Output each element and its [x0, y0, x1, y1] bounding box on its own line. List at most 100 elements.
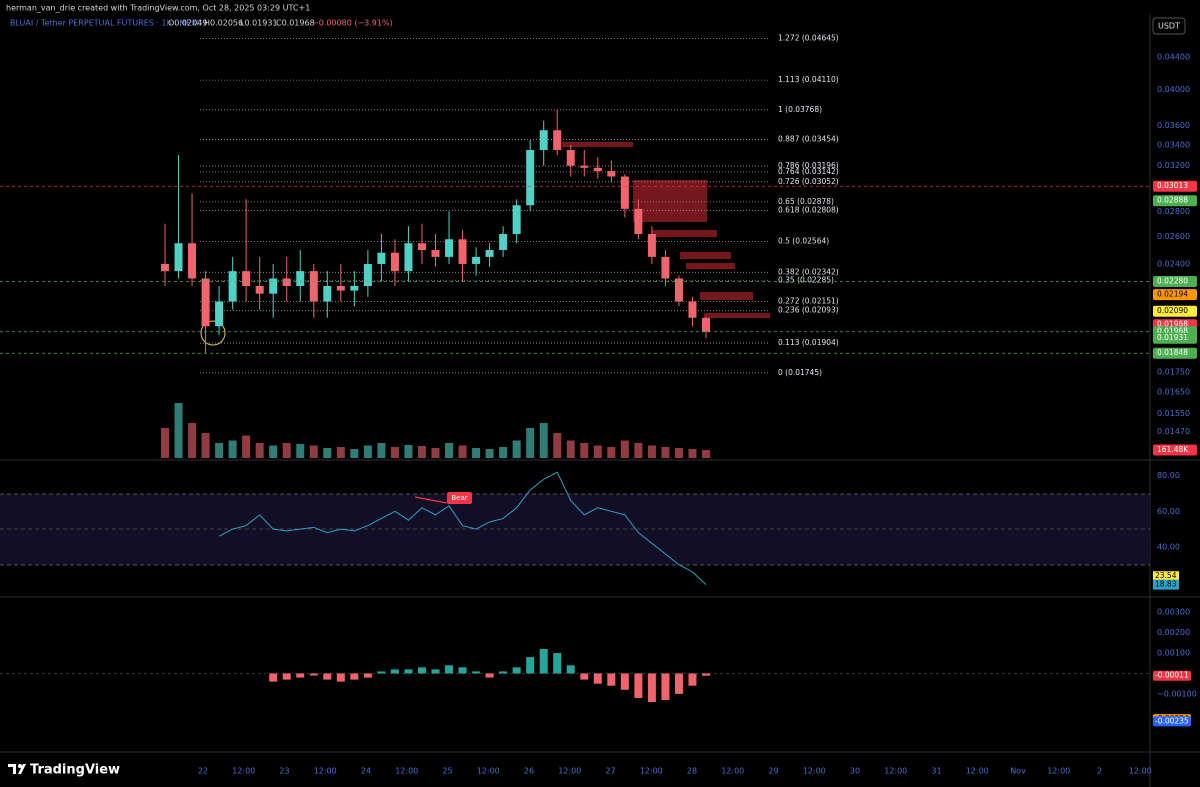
macd-bar [458, 667, 467, 674]
volume-bar [553, 433, 562, 458]
x-tick-label: 2 [1097, 767, 1102, 776]
symbol: BLUAI / Tether PERPETUAL FUTURES · 1h · … [10, 19, 202, 28]
x-tick-label: 12:00 [477, 767, 500, 776]
order-block [633, 180, 707, 222]
macd-tick-label: 0.00200 [1157, 628, 1190, 637]
candle-body [431, 249, 440, 257]
fib-label: 0.786 (0.03196) [778, 161, 839, 170]
y-tick-label: 0.02800 [1157, 207, 1190, 216]
divergence-line [414, 496, 448, 504]
currency-box[interactable] [1152, 17, 1186, 35]
candle-body [255, 285, 264, 294]
x-tick-label: 12:00 [395, 767, 418, 776]
volume-bar [499, 447, 508, 458]
fib-label: 0.236 (0.02093) [778, 306, 839, 315]
order-block [704, 313, 770, 318]
x-tick-label: 24 [361, 767, 371, 776]
candle-body [296, 271, 305, 286]
candle-body [485, 249, 494, 257]
candle-body [634, 208, 643, 234]
price-tag-box [1153, 305, 1197, 317]
logo-dot [18, 764, 22, 768]
order-block [700, 292, 753, 300]
macd-bar [323, 673, 332, 680]
y-tick-label: 0.01470 [1157, 427, 1190, 436]
rsi-tag-box [1153, 571, 1179, 582]
macd-bar [390, 669, 399, 674]
price-tag-box [1153, 332, 1197, 344]
ohlc-close: C0.01968 [276, 19, 315, 28]
highlight-circle [200, 320, 226, 346]
volume-bar [580, 443, 589, 458]
volume-bar [485, 449, 494, 458]
candle-body [674, 278, 683, 302]
candle-body [661, 256, 670, 279]
candle-body [323, 285, 332, 302]
x-tick-label: 12:00 [803, 767, 826, 776]
fib-label: 0.35 (0.02285) [778, 276, 834, 285]
macd-bar [363, 673, 372, 678]
candle-body [404, 243, 413, 272]
price-tag: 0.02280 [1157, 276, 1188, 285]
candle-body [417, 243, 426, 250]
candle-body [539, 130, 548, 151]
volume-bar [512, 440, 521, 458]
y-tick-label: 0.02600 [1157, 232, 1190, 241]
volume-bar [472, 448, 481, 458]
y-tick-label: 0.01550 [1157, 409, 1190, 418]
candle-body [620, 176, 629, 209]
volume-bar [445, 443, 454, 458]
currency[interactable]: USDT [1158, 22, 1180, 31]
macd-bar [553, 653, 562, 674]
credit: herman_van_drie created with TradingView… [6, 4, 310, 13]
macd-bar [620, 673, 629, 690]
rsi-tag: 18.83 [1155, 580, 1177, 589]
fib-label: 1 (0.03768) [778, 105, 822, 114]
candle-body [688, 301, 697, 318]
logo-mark [8, 764, 26, 774]
ohlc-change: −0.00080 (−3.91%) [312, 19, 393, 28]
order-blocks [562, 142, 770, 318]
price-tag: 0.02888 [1157, 196, 1188, 205]
x-tick-label: Nov [1010, 767, 1026, 776]
volume-bar [702, 449, 710, 458]
ohlc-low: L0.01931 [240, 19, 278, 28]
macd-bar [282, 673, 291, 680]
fib-label: 0.5 (0.02564) [778, 236, 829, 245]
price-tag-box [1153, 289, 1197, 301]
volume-bar [688, 449, 697, 458]
macd-bar [309, 673, 318, 676]
y-tick-label: 0.04000 [1157, 85, 1190, 94]
volume-bar [661, 447, 670, 458]
volume-tag-box [1153, 444, 1197, 456]
candle-body [363, 263, 372, 286]
candle-body [161, 263, 169, 272]
volume-bar [296, 444, 305, 458]
fib-label: 0.764 (0.03142) [778, 167, 839, 176]
candle-body [228, 271, 237, 302]
fib-label: 0 (0.01745) [778, 368, 822, 377]
volume-bar [255, 443, 264, 458]
price-tag: 0.01968 [1157, 327, 1188, 336]
candle-body [201, 278, 210, 327]
macd-bar [269, 673, 278, 682]
macd-bar [296, 673, 305, 678]
y-tick-label: 0.01650 [1157, 387, 1190, 396]
candle-body [309, 271, 318, 302]
macd-tag: -0.00235 [1155, 716, 1189, 725]
rsi-line [218, 471, 707, 585]
x-tick-label: 12:00 [966, 767, 989, 776]
y-tick-label: 0.03400 [1157, 140, 1190, 149]
x-tick-label: 12:00 [314, 767, 337, 776]
rsi-tick-label: 60.00 [1157, 507, 1180, 516]
x-tick-label: 25 [442, 767, 452, 776]
price-tag: 0.03013 [1157, 181, 1188, 190]
volume-bar [161, 428, 169, 458]
volume-bar [620, 440, 629, 458]
candle-body [445, 239, 454, 257]
fib-label: 0.65 (0.02878) [778, 197, 834, 206]
price-tag-box [1153, 347, 1197, 359]
volume-bar [607, 447, 616, 458]
rsi-tick-label: 40.00 [1157, 542, 1180, 551]
